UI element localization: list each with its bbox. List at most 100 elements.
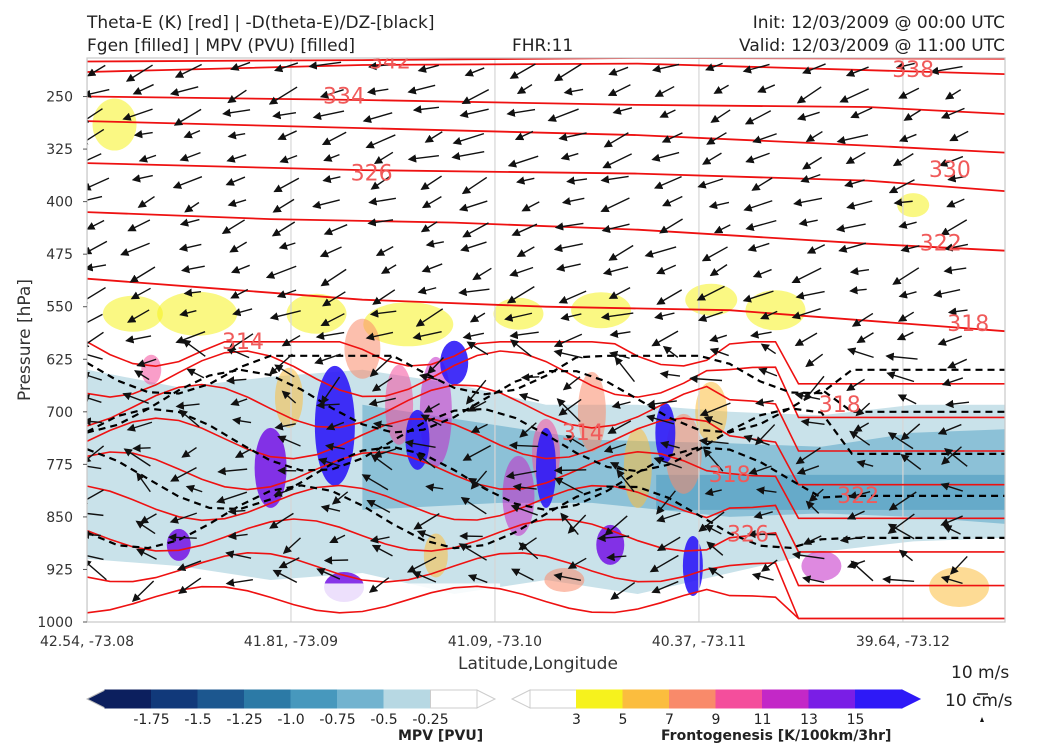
mpv-colorbar-swatch-2 xyxy=(197,689,245,709)
wind-arrow-214 xyxy=(320,313,345,326)
theta-e-label-8: 318 xyxy=(819,393,861,418)
wind-arrow-448 xyxy=(610,581,636,600)
wind-arrow-371 xyxy=(554,477,584,494)
wind-arrow-38 xyxy=(87,108,103,124)
wind-arrow-398 xyxy=(940,515,963,527)
mpv-colorbar-extend-low xyxy=(85,689,106,709)
wind-arrow-96 xyxy=(131,174,153,183)
title-center: FHR:11 xyxy=(512,36,574,56)
wind-arrow-365 xyxy=(273,487,294,497)
wind-arrow-322 xyxy=(937,423,962,435)
wind-arrow-255 xyxy=(466,341,489,356)
wind-arrow-399 xyxy=(87,530,101,539)
wind-arrow-370 xyxy=(512,483,537,492)
wind-arrow-441 xyxy=(272,569,298,584)
wind-arrow-34 xyxy=(796,86,822,104)
wind-arrow-155 xyxy=(229,241,248,253)
wind-arrow-387 xyxy=(413,513,440,530)
wind-arrow-278 xyxy=(659,370,681,379)
wind-arrow-315 xyxy=(607,420,632,434)
wind-arrow-108 xyxy=(697,178,724,189)
wind-arrow-384 xyxy=(269,512,294,529)
wind-arrow-415 xyxy=(839,535,866,544)
wind-arrow-262 xyxy=(805,353,824,368)
wind-arrow-267 xyxy=(134,370,150,381)
wind-arrow-148 xyxy=(798,218,818,227)
wind-arrow-264 xyxy=(885,352,918,361)
y-tick-label-2: 400 xyxy=(46,195,73,211)
wind-arrow-330 xyxy=(404,439,436,449)
below-ground-mask xyxy=(87,583,501,622)
wind-arrow-445 xyxy=(467,574,488,584)
wind-arrow-442 xyxy=(316,568,341,580)
mpv-colorbar-tick-6: -0.25 xyxy=(412,712,448,728)
wind-arrow-385 xyxy=(320,504,341,513)
wind-arrow-42 xyxy=(272,110,297,120)
title-left-line2: Fgen [filled] | MPV (PVU) [filled] xyxy=(87,36,356,56)
wind-arrow-292 xyxy=(423,402,440,413)
wind-arrow-176 xyxy=(320,268,347,287)
wind-arrow-35 xyxy=(839,88,869,103)
wind-arrow-303 xyxy=(945,399,970,409)
wind-arrow-417 xyxy=(943,525,961,535)
theta-e-label-5: 322 xyxy=(920,232,962,257)
wind-arrow-39 xyxy=(122,108,153,121)
wind-arrow-190 xyxy=(87,286,106,304)
wind-arrow-304 xyxy=(87,417,102,426)
wind-arrow-144 xyxy=(601,223,630,234)
wind-arrow-63 xyxy=(365,134,396,149)
wind-arrow-351 xyxy=(505,470,537,480)
wind-arrow-281 xyxy=(803,375,825,402)
wind-arrow-131 xyxy=(893,198,913,207)
wind-arrow-309 xyxy=(325,421,345,431)
wind-arrow-15 xyxy=(802,63,826,75)
wind-arrow-320 xyxy=(853,422,870,432)
wind-arrow-221 xyxy=(654,311,675,321)
fgen-blob-3 xyxy=(286,293,347,334)
wind-arrow-380 xyxy=(87,512,104,517)
wind-arrow-235 xyxy=(412,331,442,341)
wind-arrow-256 xyxy=(510,339,532,357)
wind-arrow-173 xyxy=(181,265,205,274)
wind-arrow-374 xyxy=(704,487,722,497)
wind-arrow-93 xyxy=(892,153,914,167)
wind-arrow-54 xyxy=(850,107,873,119)
wind-arrow-248 xyxy=(136,358,157,368)
wind-arrow-82 xyxy=(373,151,394,165)
wind-arrow-443 xyxy=(368,577,390,593)
wind-arrow-24 xyxy=(319,88,344,99)
wind-arrow-419 xyxy=(136,549,157,560)
wind-arrow-223 xyxy=(760,310,778,320)
wind-arrow-71 xyxy=(752,133,777,144)
wind-arrow-271 xyxy=(320,376,341,405)
wind-arrow-308 xyxy=(274,422,296,431)
wind-arrow-162 xyxy=(553,243,583,253)
mpv-colorbar-swatch-7 xyxy=(430,689,478,709)
wind-arrow-163 xyxy=(608,244,634,261)
wind-arrow-192 xyxy=(183,288,202,297)
wind-arrow-307 xyxy=(232,416,252,426)
wind-arrow-250 xyxy=(225,346,250,359)
wind-arrow-285 xyxy=(87,394,102,403)
wind-arrow-46 xyxy=(459,108,489,119)
mpv-colorbar-label: MPV [PVU] xyxy=(398,728,484,744)
wind-arrow-199 xyxy=(506,286,535,304)
wind-arrow-53 xyxy=(796,111,820,121)
y-tick-label-4: 550 xyxy=(46,300,73,316)
wind-arrow-167 xyxy=(806,244,826,254)
wind-arrow-69 xyxy=(661,132,683,143)
fgen-colorbar-swatch-5 xyxy=(762,689,810,709)
wind-arrow-446 xyxy=(511,568,534,581)
fgen-blob-1 xyxy=(102,295,163,332)
wind-arrow-5 xyxy=(308,61,342,70)
theta-e-contour-4 xyxy=(87,162,1005,192)
mpv-colorbar-extend-high xyxy=(476,689,497,709)
wind-arrow-181 xyxy=(555,263,581,272)
wind-arrow-265 xyxy=(947,358,968,369)
wind-arrow-218 xyxy=(504,312,533,322)
wind-arrow-52 xyxy=(744,110,772,125)
theta-e-label-1: 338 xyxy=(892,58,934,83)
wind-arrow-80 xyxy=(279,154,298,164)
wind-arrow-291 xyxy=(368,397,396,407)
